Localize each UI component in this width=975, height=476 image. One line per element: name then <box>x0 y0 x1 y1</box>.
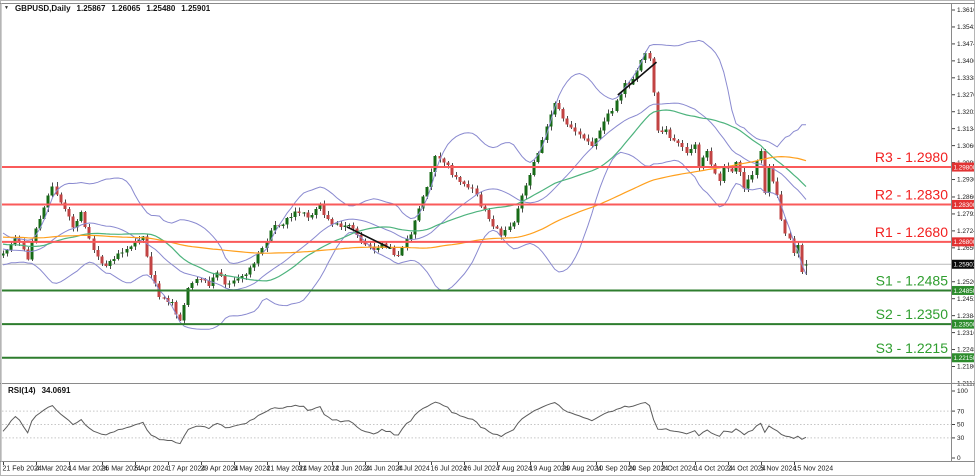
support-label-s1: S1 - 1.2485 <box>876 272 949 288</box>
svg-text:1.28300: 1.28300 <box>954 202 975 209</box>
svg-text:1.22480: 1.22480 <box>957 347 975 354</box>
support-resistance-levels: R3 - 1.2980 R2 - 1.2830 R1 - 1.2680 S1 - 1.… <box>2 149 951 359</box>
svg-text:1.32700: 1.32700 <box>957 92 975 99</box>
trendline-september-uptrend[interactable] <box>617 61 658 96</box>
trendline-june-downtrend[interactable] <box>346 226 391 249</box>
candlestick-series <box>1 51 808 324</box>
svg-text:1.24520: 1.24520 <box>957 296 975 303</box>
svg-text:17 Apr 2024: 17 Apr 2024 <box>168 466 206 473</box>
resistance-label-r1: R1 - 1.2680 <box>875 224 948 240</box>
svg-text:1.23840: 1.23840 <box>957 313 975 320</box>
svg-text:1.31340: 1.31340 <box>957 126 975 133</box>
svg-text:1.24850: 1.24850 <box>954 288 975 295</box>
price-axis-badges: 1.29800 1.28300 1.26800 1.24850 1.23500 1.221… <box>952 162 975 363</box>
svg-text:14 Oct 2024: 14 Oct 2024 <box>695 466 733 473</box>
svg-text:31 May 2024: 31 May 2024 <box>299 466 340 473</box>
svg-text:1.30660: 1.30660 <box>957 143 975 150</box>
svg-text:4 Mar 2024: 4 Mar 2024 <box>36 466 72 473</box>
svg-text:1.27920: 1.27920 <box>957 211 975 218</box>
svg-text:19 Aug 2024: 19 Aug 2024 <box>530 466 569 473</box>
svg-text:20 Sep 2024: 20 Sep 2024 <box>629 466 669 473</box>
trendlines <box>346 61 658 249</box>
svg-text:1.23500: 1.23500 <box>954 322 975 329</box>
svg-text:1.26560: 1.26560 <box>957 245 975 252</box>
svg-text:10 Sep 2024: 10 Sep 2024 <box>596 466 636 473</box>
svg-text:5 Nov 2024: 5 Nov 2024 <box>761 466 797 473</box>
rsi-line <box>2 401 807 445</box>
svg-text:1.25200: 1.25200 <box>957 279 975 286</box>
svg-text:2 Oct 2024: 2 Oct 2024 <box>662 466 696 473</box>
rsi-axis-label-30: 30 <box>957 435 965 442</box>
svg-text:1.21120: 1.21120 <box>957 381 975 388</box>
moving-average-fast <box>2 109 807 282</box>
support-label-s2: S2 - 1.2350 <box>876 306 949 322</box>
svg-text:29 Aug 2024: 29 Aug 2024 <box>563 466 602 473</box>
axis-badge-r2 <box>952 199 975 209</box>
axis-badge-s2 <box>952 319 975 329</box>
svg-text:1.23160: 1.23160 <box>957 330 975 337</box>
svg-text:1.32020: 1.32020 <box>957 109 975 116</box>
axis-badge-s3 <box>952 353 975 363</box>
svg-text:1.29800: 1.29800 <box>954 164 975 171</box>
axis-badge-current-bid <box>952 259 975 269</box>
bollinger-bands <box>2 39 807 330</box>
rsi-axis-label-50: 50 <box>957 422 965 429</box>
svg-text:16 Jul 2024: 16 Jul 2024 <box>431 466 467 473</box>
svg-text:1.34740: 1.34740 <box>957 41 975 48</box>
svg-text:15 Nov 2024: 15 Nov 2024 <box>794 466 834 473</box>
svg-text:14 Mar 2024: 14 Mar 2024 <box>69 466 108 473</box>
resistance-label-r2: R2 - 1.2830 <box>875 186 948 202</box>
svg-text:1.21800: 1.21800 <box>957 364 975 371</box>
axis-badge-r3 <box>952 162 975 172</box>
svg-text:24 Oct 2024: 24 Oct 2024 <box>728 466 766 473</box>
svg-text:7 Aug 2024: 7 Aug 2024 <box>497 466 533 473</box>
resistance-label-r3: R3 - 1.2980 <box>875 149 948 165</box>
svg-text:26 Jul 2024: 26 Jul 2024 <box>464 466 500 473</box>
axis-badge-r1 <box>952 237 975 247</box>
rsi-axis-label-0: 0 <box>957 455 961 462</box>
svg-text:1.26800: 1.26800 <box>954 239 975 246</box>
svg-text:1.33380: 1.33380 <box>957 75 975 82</box>
svg-text:1.28600: 1.28600 <box>957 194 975 201</box>
svg-text:1.22150: 1.22150 <box>954 355 975 362</box>
svg-text:9 May 2024: 9 May 2024 <box>234 466 271 473</box>
svg-text:21 Feb 2024: 21 Feb 2024 <box>3 466 42 473</box>
rsi-axis-label-70: 70 <box>957 408 965 415</box>
svg-text:24 Jun 2024: 24 Jun 2024 <box>365 466 404 473</box>
moving-average-slow <box>2 155 807 254</box>
svg-text:1.25901: 1.25901 <box>954 262 975 269</box>
svg-text:21 May 2024: 21 May 2024 <box>267 466 308 473</box>
svg-text:26 Mar 2024: 26 Mar 2024 <box>102 466 141 473</box>
svg-text:29 Apr 2024: 29 Apr 2024 <box>201 466 239 473</box>
support-label-s3: S3 - 1.2215 <box>876 340 949 356</box>
svg-text:5 Apr 2024: 5 Apr 2024 <box>135 466 169 473</box>
svg-text:1.34060: 1.34060 <box>957 58 975 65</box>
collapse-chart-icon[interactable]: ▼ <box>4 5 9 11</box>
svg-text:1.36100: 1.36100 <box>957 7 975 14</box>
svg-text:1.29300: 1.29300 <box>957 177 975 184</box>
svg-text:1.35420: 1.35420 <box>957 24 975 31</box>
axis-badge-s1 <box>952 285 975 295</box>
price-axis[interactable]: 1.36100 1.35420 1.34740 1.34060 1.33380 1.327… <box>951 7 975 462</box>
svg-text:4 Jul 2024: 4 Jul 2024 <box>398 466 430 473</box>
svg-text:12 Jun 2024: 12 Jun 2024 <box>332 466 371 473</box>
svg-text:1.27240: 1.27240 <box>957 228 975 235</box>
rsi-pane <box>2 401 951 445</box>
rsi-axis-label-100: 100 <box>957 388 968 395</box>
